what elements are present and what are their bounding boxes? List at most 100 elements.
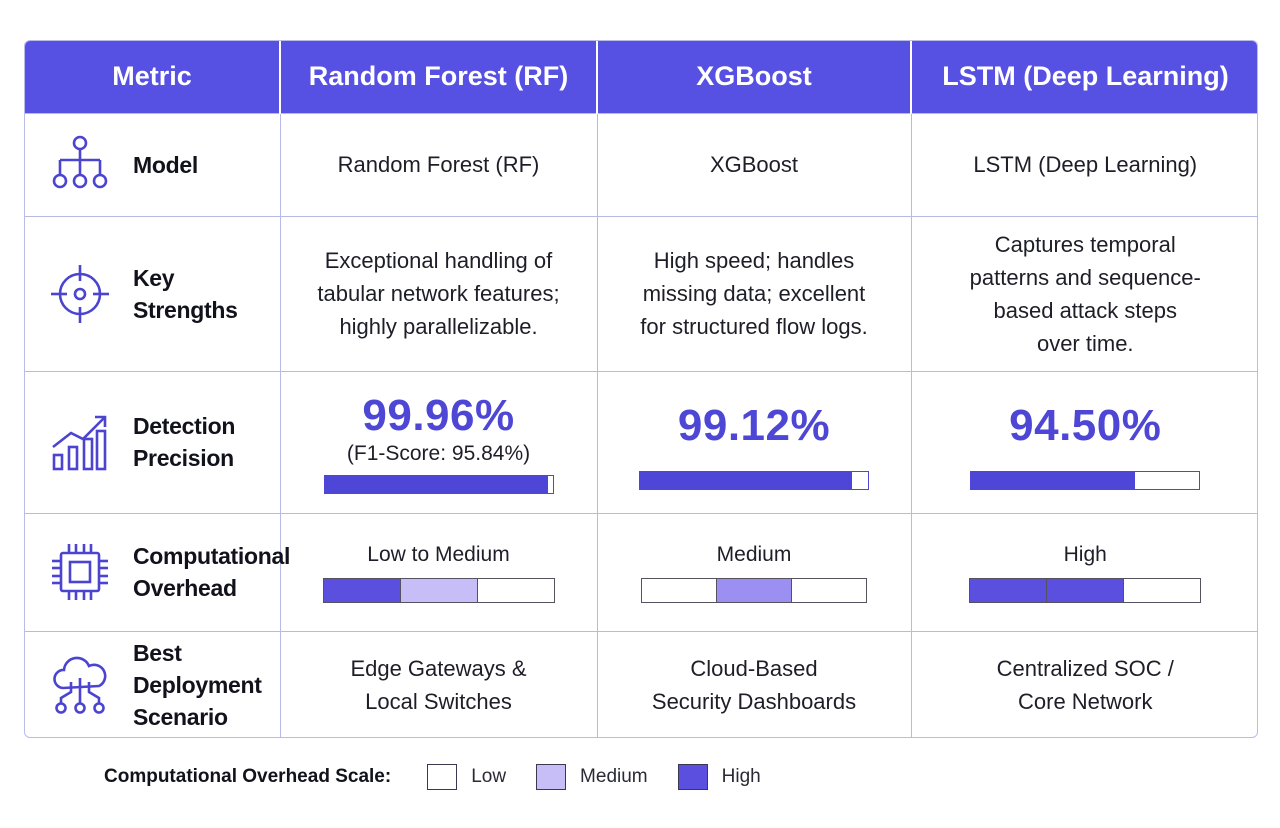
rf-precision-bar-fill — [324, 475, 548, 493]
xgb-strength-line: missing data; excellent — [642, 281, 866, 306]
lstm-model-cell: LSTM (Deep Learning) — [911, 112, 1257, 216]
rf-precision-value: 99.96% — [362, 390, 515, 440]
lstm-strength-line: over time. — [1036, 330, 1134, 356]
rf-strengths-cell: Exceptional handling of tabular network … — [280, 215, 598, 371]
rf-model-cell: Random Forest (RF) — [280, 112, 598, 216]
legend-label-medium: Medium — [580, 766, 648, 787]
rf-precision-bar — [323, 474, 554, 494]
xgb-precision-cell: 99.12% — [597, 370, 912, 513]
rf-overhead-bar — [322, 577, 555, 603]
header-lstm: LSTM (Deep Learning) — [942, 61, 1229, 92]
table-row-detection-precision: Detection Precision 99.96% (F1-Score: 95… — [25, 370, 1257, 513]
cpu-chip-icon — [49, 541, 111, 603]
legend-item-high: High — [677, 764, 761, 790]
table-row-best-deployment: Best Deployment Scenario Edge Gateways &… — [25, 630, 1257, 737]
lstm-precision-cell: 94.50% — [911, 370, 1257, 513]
lstm-precision-bar — [970, 470, 1201, 490]
rf-deploy-line: Edge Gateways & — [350, 656, 527, 682]
metric-label-computational-overhead: Computational Overhead — [133, 540, 290, 604]
metric-cell-best-deployment: Best Deployment Scenario — [25, 630, 281, 737]
overhead-segment-medium — [400, 578, 478, 602]
rf-overhead-label: Low to Medium — [367, 542, 510, 566]
model-comparison-table: Metric Random Forest (RF) XGBoost LSTM (… — [25, 41, 1257, 737]
lstm-deploy-cell: Centralized SOC / Core Network — [911, 630, 1257, 737]
table-row-computational-overhead: Computational Overhead Low to Medium — [25, 512, 1257, 631]
xgb-deploy-line: Cloud-Based — [690, 656, 818, 682]
metric-label-key-strengths: Key Strengths — [133, 264, 238, 323]
lstm-precision-value: 94.50% — [1009, 400, 1162, 450]
legend-title: Computational Overhead Scale: — [104, 766, 392, 787]
overhead-segment-medium — [717, 578, 792, 602]
lstm-strengths-cell: Captures temporal patterns and sequence-… — [911, 215, 1257, 371]
overhead-segment-low — [477, 578, 554, 602]
rf-strength-line: tabular network features; — [317, 281, 560, 306]
metric-label-best-deployment: Best Deployment Scenario — [133, 637, 280, 733]
xgb-precision-value: 99.12% — [677, 400, 831, 450]
xgb-overhead-label: Medium — [716, 542, 792, 566]
metric-label-line: Best Deployment — [133, 640, 262, 699]
overhead-legend: Computational Overhead Scale: Low Medium… — [104, 760, 791, 794]
lstm-strength-line: based attack steps — [993, 297, 1177, 323]
lstm-deploy-line: Centralized SOC / — [996, 656, 1174, 682]
header-xgboost: XGBoost — [597, 41, 912, 113]
metric-label-model: Model — [133, 151, 198, 178]
metric-label-line: Scenario — [133, 704, 228, 731]
metric-label-line: Detection — [133, 413, 236, 439]
xgb-deploy-line: Security Dashboards — [651, 689, 857, 715]
xgb-precision-bar — [639, 470, 869, 490]
metric-label-line: Overhead — [133, 575, 237, 601]
rf-f1-score: (F1-Score: 95.84%) — [346, 441, 531, 465]
xgb-deploy-cell: Cloud-Based Security Dashboards — [597, 630, 912, 737]
comparison-table: Metric Random Forest (RF) XGBoost LSTM (… — [24, 40, 1258, 738]
lstm-strength-line: Captures temporal — [994, 231, 1176, 257]
header-random-forest: Random Forest (RF) — [280, 41, 598, 113]
lstm-strength-line: patterns and sequence- — [969, 264, 1201, 290]
header-row: Metric Random Forest (RF) XGBoost LSTM (… — [25, 41, 1257, 113]
overhead-segment-low — [642, 578, 717, 602]
rf-deploy-line: Local Switches — [365, 689, 512, 715]
legend-label-high: High — [721, 766, 761, 787]
overhead-segment-low — [1124, 578, 1201, 602]
rf-strength-line: Exceptional handling of — [324, 248, 553, 273]
xgb-precision-bar-fill — [640, 471, 853, 489]
metric-cell-model: Model — [25, 112, 281, 216]
legend-swatch-high — [677, 764, 708, 790]
xgb-strengths-cell: High speed; handles missing data; excell… — [597, 215, 912, 371]
hierarchy-icon — [49, 134, 111, 196]
xgb-overhead-bar — [641, 577, 867, 603]
xgb-strength-line: for structured flow logs. — [640, 314, 868, 339]
metric-cell-detection-precision: Detection Precision — [25, 370, 281, 513]
metric-cell-key-strengths: Key Strengths — [25, 215, 281, 371]
lstm-overhead-bar — [969, 577, 1202, 603]
metric-cell-computational-overhead: Computational Overhead — [25, 512, 290, 631]
legend-swatch-medium — [536, 764, 567, 790]
overhead-segment-high — [1047, 578, 1125, 602]
lstm-overhead-label: High — [1063, 542, 1107, 566]
table-row-key-strengths: Key Strengths Exceptional handling of ta… — [25, 215, 1257, 371]
lstm-precision-bar-fill — [971, 471, 1136, 489]
overhead-segment-high — [323, 578, 401, 602]
rf-deploy-cell: Edge Gateways & Local Switches — [280, 630, 598, 737]
rf-strength-line: highly parallelizable. — [339, 314, 538, 339]
table-row-model: Model Random Forest (RF) XGBoost LSTM (D… — [25, 112, 1257, 216]
legend-item-medium: Medium — [536, 764, 648, 790]
header-metric: Metric — [25, 41, 281, 113]
overhead-segment-low — [792, 578, 866, 602]
target-icon — [49, 263, 111, 325]
overhead-segment-high — [970, 578, 1048, 602]
metric-label-line: Precision — [133, 445, 234, 471]
lstm-deploy-line: Core Network — [1018, 689, 1153, 715]
metric-label-detection-precision: Detection Precision — [133, 410, 235, 474]
growth-chart-icon — [49, 411, 111, 473]
legend-label-low: Low — [471, 766, 507, 787]
lstm-overhead-cell: High — [911, 512, 1257, 631]
metric-label-line: Computational — [133, 543, 291, 569]
xgb-overhead-cell: Medium — [597, 512, 912, 631]
legend-item-low: Low — [427, 764, 506, 790]
rf-precision-cell: 99.96% (F1-Score: 95.84%) — [280, 370, 598, 513]
rf-overhead-cell: Low to Medium — [280, 512, 598, 631]
xgb-model-cell: XGBoost — [597, 112, 912, 216]
legend-swatch-low — [427, 764, 458, 790]
cloud-network-icon — [49, 654, 111, 716]
xgb-strength-line: High speed; handles — [653, 248, 855, 273]
